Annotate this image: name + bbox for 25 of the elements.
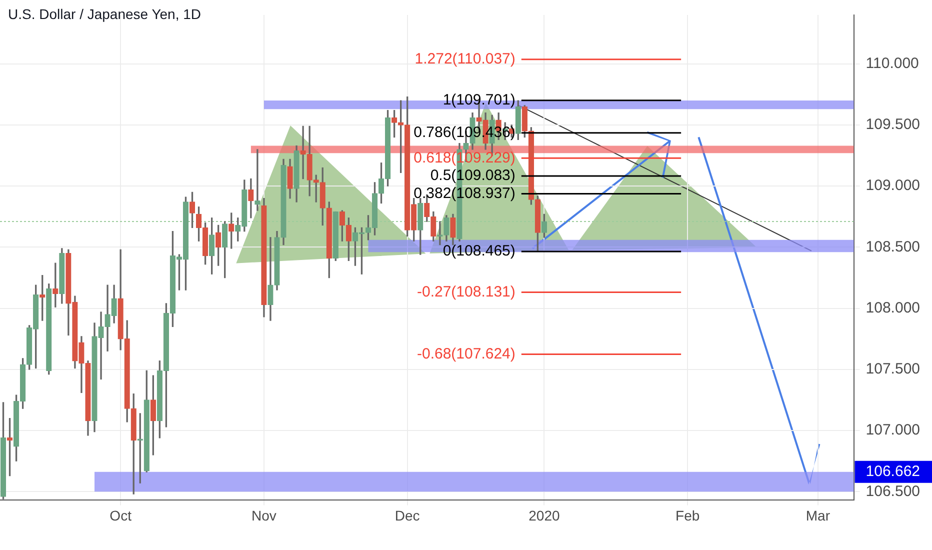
y-tick-label: 109.500 — [866, 116, 920, 134]
ref-line-label: -0.68(107.624) — [416, 345, 516, 362]
x-tick-label: Dec — [394, 507, 420, 524]
ref-line-label: 0.5(109.083) — [430, 167, 516, 184]
y-tick-label: 109.000 — [866, 177, 920, 194]
x-tick-label: Mar — [806, 507, 830, 524]
x-tick-label: Feb — [676, 507, 700, 524]
x-tick-label: Nov — [252, 507, 276, 524]
x-tick-label: Oct — [110, 507, 132, 524]
y-tick-label: 110.000 — [866, 55, 919, 72]
x-tick-label: 2020 — [528, 507, 560, 524]
ref-line-label: 1.272(110.037) — [414, 50, 516, 68]
y-tick-label: 107.500 — [866, 360, 920, 378]
y-tick-label: 108.000 — [866, 299, 920, 316]
y-tick-label: 106.500 — [866, 482, 920, 500]
candlestick — [268, 237, 274, 321]
candlestick — [254, 149, 260, 211]
y-tick-label: 107.000 — [866, 422, 920, 439]
chart-title: U.S. Dollar / Japanese Yen, 1D — [8, 6, 202, 22]
ref-line-label: 0(108.465) — [442, 242, 516, 260]
band-label: 106.662 — [866, 462, 920, 480]
ref-line-label: 1(109.701) — [442, 92, 516, 109]
ref-line-label: 0.382(108.937) — [414, 184, 516, 202]
y-tick-label: 108.500 — [866, 238, 920, 256]
ref-line-label: -0.27(108.131) — [416, 283, 516, 300]
